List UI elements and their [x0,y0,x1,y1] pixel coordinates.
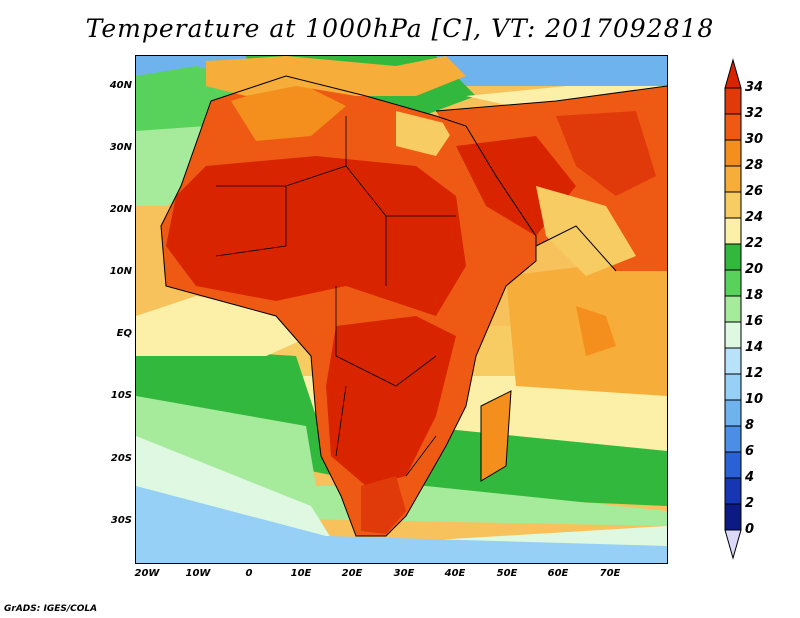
colorbar-label-2: 2 [745,496,755,511]
madagascar [481,391,511,481]
colorbar-bin-4-6 [724,451,742,479]
colorbar-bin-16-18 [724,295,742,323]
colorbar-label-6: 6 [745,444,755,459]
colorbar-bin-12-14 [724,347,742,375]
iran-hot [556,111,656,196]
lon-label-50e: 50E [496,568,518,579]
southern-africa-hot [326,316,456,486]
maghreb-orange [231,81,346,141]
lat-label-20s: 20S [110,453,132,464]
colorbar-label-16: 16 [745,314,764,329]
colorbar-label-4: 4 [745,470,755,485]
colorbar-bin-14-16 [724,321,742,349]
lon-label-20e: 20E [341,568,363,579]
lat-label-eq: EQ [116,328,132,339]
colorbar-label-18: 18 [745,288,764,303]
africa-coastline [160,75,537,537]
colorbar-bin-2-4 [724,477,742,505]
colorbar-bin-6-8 [724,425,742,453]
map-canvas [136,56,667,563]
colorbar [724,58,742,560]
colorbar-bin-22-24 [724,217,742,245]
lon-label-70e: 70E [599,568,621,579]
lat-label-30n: 30N [109,142,132,153]
lat-label-10n: 10N [109,266,132,277]
colorbar-label-14: 14 [745,340,764,355]
lon-label-0: 0 [245,568,253,579]
temperature-map [135,55,668,564]
asia-coastline [435,85,667,272]
colorbar-label-20: 20 [745,262,764,277]
madagascar-coastline [480,390,512,482]
colorbar-bin-18-20 [724,269,742,297]
colorbar-label-10: 10 [745,392,764,407]
lon-label-10w: 10W [185,568,211,579]
colorbar-label-8: 8 [745,418,755,433]
colorbar-bin-26-28 [724,165,742,193]
colorbar-bottom-arrow [724,529,742,560]
colorbar-bin-28-30 [724,139,742,167]
lon-label-30e: 30E [393,568,415,579]
colorbar-bin-32-34 [724,87,742,115]
indian-ocean-warm-spot [576,306,616,356]
colorbar-bin-10-12 [724,373,742,401]
country-borders [215,116,456,477]
lat-label-10s: 10S [110,390,132,401]
map-title: Temperature at 1000hPa [C], VT: 20170928… [85,14,715,43]
lon-label-60e: 60E [547,568,569,579]
southern-europe [206,56,466,96]
colorbar-label-24: 24 [745,210,764,225]
colorbar-label-30: 30 [745,132,764,147]
colorbar-label-12: 12 [745,366,764,381]
colorbar-bin-30-32 [724,113,742,141]
lat-label-30s: 30S [110,515,132,526]
lon-label-20w: 20W [134,568,160,579]
lat-label-40n: 40N [109,80,132,91]
colorbar-bin-20-22 [724,243,742,271]
lon-label-10e: 10E [290,568,312,579]
arabian-sea [536,186,636,276]
colorbar-label-28: 28 [745,158,764,173]
south-light-blue [136,486,667,563]
lat-label-20n: 20N [109,204,132,215]
lon-label-40e: 40E [444,568,466,579]
colorbar-label-34: 34 [745,80,764,95]
colorbar-bin-0-2 [724,503,742,531]
colorbar-label-0: 0 [745,522,755,537]
colorbar-label-32: 32 [745,106,764,121]
cape-region [361,476,406,534]
colorbar-bin-24-26 [724,191,742,219]
sahara-hot [166,156,466,316]
egypt-coast [396,111,456,156]
software-credit: GrADS: IGES/COLA [4,604,98,614]
colorbar-label-22: 22 [745,236,764,251]
colorbar-top-arrow [724,58,742,89]
colorbar-bin-8-10 [724,399,742,427]
central-asia-blue [506,56,667,86]
colorbar-label-26: 26 [745,184,764,199]
